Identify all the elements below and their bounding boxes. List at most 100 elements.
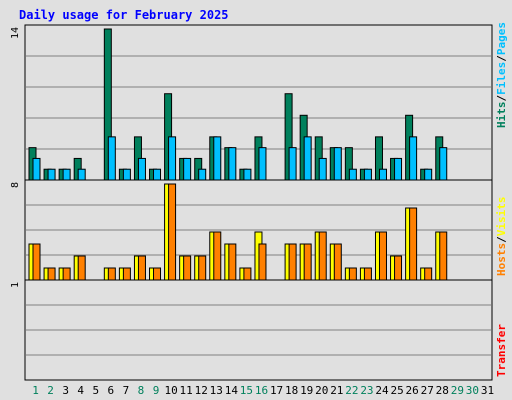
chart-title: Daily usage for February 2025 bbox=[19, 8, 229, 22]
day-label-9: 9 bbox=[153, 384, 160, 397]
bar-hosts-day-27 bbox=[424, 267, 433, 281]
bar-files-day-14 bbox=[228, 147, 237, 181]
day-label-26: 26 bbox=[406, 384, 419, 397]
right-label-sep1: / bbox=[495, 95, 508, 102]
bar-files-day-2 bbox=[47, 168, 56, 181]
day-label-23: 23 bbox=[360, 384, 373, 397]
bar-hosts-day-4 bbox=[77, 255, 86, 281]
bar-hosts-day-19 bbox=[303, 243, 312, 281]
panel-frame bbox=[24, 279, 493, 381]
bar-hosts-day-22 bbox=[348, 267, 357, 281]
bar-files-day-10 bbox=[168, 136, 177, 181]
day-label-7: 7 bbox=[123, 384, 130, 397]
bar-hosts-day-28 bbox=[439, 231, 448, 281]
right-label-sep: / bbox=[495, 236, 508, 243]
y-axis-max-label: 14 bbox=[10, 27, 21, 39]
bar-hosts-day-21 bbox=[333, 243, 342, 281]
day-label-5: 5 bbox=[92, 384, 99, 397]
bar-hosts-day-20 bbox=[318, 231, 327, 281]
bar-files-day-9 bbox=[153, 168, 162, 181]
right-label-middle: Hosts/Visits bbox=[495, 197, 508, 277]
bar-files-day-24 bbox=[378, 168, 387, 181]
day-label-16: 16 bbox=[255, 384, 268, 397]
bar-files-day-19 bbox=[303, 136, 312, 181]
bar-files-day-21 bbox=[333, 147, 342, 181]
day-label-22: 22 bbox=[345, 384, 358, 397]
bar-files-day-23 bbox=[363, 168, 372, 181]
right-label-hosts: Hosts bbox=[495, 243, 508, 276]
y-axis-max-label: 8 bbox=[10, 182, 21, 188]
bar-hosts-day-25 bbox=[394, 255, 403, 281]
day-label-27: 27 bbox=[421, 384, 434, 397]
bar-files-day-12 bbox=[198, 168, 207, 181]
bar-files-day-11 bbox=[183, 157, 192, 181]
day-label-24: 24 bbox=[375, 384, 389, 397]
bar-hosts-day-26 bbox=[409, 207, 418, 281]
bar-files-day-18 bbox=[288, 147, 297, 181]
day-label-1: 1 bbox=[32, 384, 39, 397]
bar-hosts-day-11 bbox=[183, 255, 192, 281]
bar-hosts-day-7 bbox=[122, 267, 131, 281]
bar-hosts-day-8 bbox=[137, 255, 146, 281]
bar-files-day-6 bbox=[107, 136, 116, 181]
day-label-19: 19 bbox=[300, 384, 313, 397]
day-label-15: 15 bbox=[240, 384, 253, 397]
panel-hosts-visits: 8 bbox=[10, 179, 493, 281]
right-label-visits: Visits bbox=[495, 197, 508, 237]
panel-transfer: 1 bbox=[10, 279, 493, 381]
bar-files-day-28 bbox=[439, 147, 448, 181]
day-axis-labels: 1 2 3 4 5 6 7 8 9 10 11 12 13 14 15 16 17 18 19 20 21 22 23 24 2… bbox=[32, 384, 494, 397]
bar-files-day-20 bbox=[318, 157, 327, 181]
day-label-31: 31 bbox=[481, 384, 494, 397]
bar-files-day-16 bbox=[258, 147, 267, 181]
day-label-3: 3 bbox=[62, 384, 69, 397]
bar-hosts-day-1 bbox=[32, 243, 41, 281]
bar-files-day-22 bbox=[348, 168, 357, 181]
bar-files-day-7 bbox=[122, 168, 131, 181]
day-label-25: 25 bbox=[390, 384, 403, 397]
day-label-4: 4 bbox=[77, 384, 84, 397]
right-label-bottom: Transfer bbox=[495, 324, 508, 377]
y-axis-max-label: 1 bbox=[10, 282, 21, 288]
bar-files-day-1 bbox=[32, 157, 41, 181]
right-label-pages: Pages bbox=[495, 22, 508, 55]
day-label-11: 11 bbox=[180, 384, 193, 397]
right-label-top: Hits/Files/Pages bbox=[495, 22, 508, 128]
bar-hosts-day-18 bbox=[288, 243, 297, 281]
bar-hosts-day-15 bbox=[243, 267, 252, 281]
day-label-18: 18 bbox=[285, 384, 298, 397]
bar-files-day-15 bbox=[243, 168, 252, 181]
bar-files-day-4 bbox=[77, 168, 86, 181]
bar-hosts-day-16 bbox=[258, 243, 267, 281]
bar-files-day-25 bbox=[394, 157, 403, 181]
bar-hosts-day-13 bbox=[213, 231, 222, 281]
bar-hosts-day-9 bbox=[153, 267, 162, 281]
right-label-files: Files bbox=[495, 62, 508, 95]
bar-files-day-26 bbox=[409, 136, 418, 181]
bar-files-day-13 bbox=[213, 136, 222, 181]
day-label-10: 10 bbox=[164, 384, 177, 397]
right-label-transfer: Transfer bbox=[495, 324, 508, 377]
right-label-sep2: / bbox=[495, 55, 508, 62]
bar-hosts-day-12 bbox=[198, 255, 207, 281]
bar-hosts-day-24 bbox=[378, 231, 387, 281]
day-label-17: 17 bbox=[270, 384, 283, 397]
bar-hosts-day-6 bbox=[107, 267, 116, 281]
bar-hosts-day-10 bbox=[168, 183, 177, 281]
day-label-13: 13 bbox=[210, 384, 223, 397]
day-label-2: 2 bbox=[47, 384, 54, 397]
bar-hosts-day-2 bbox=[47, 267, 56, 281]
day-label-6: 6 bbox=[108, 384, 115, 397]
day-label-28: 28 bbox=[436, 384, 449, 397]
day-label-12: 12 bbox=[195, 384, 208, 397]
day-label-14: 14 bbox=[225, 384, 239, 397]
day-label-20: 20 bbox=[315, 384, 328, 397]
day-label-21: 21 bbox=[330, 384, 343, 397]
day-label-29: 29 bbox=[451, 384, 464, 397]
bar-hosts-day-14 bbox=[228, 243, 237, 281]
day-label-30: 30 bbox=[466, 384, 479, 397]
bar-hosts-day-3 bbox=[62, 267, 71, 281]
bar-files-day-27 bbox=[424, 168, 433, 181]
